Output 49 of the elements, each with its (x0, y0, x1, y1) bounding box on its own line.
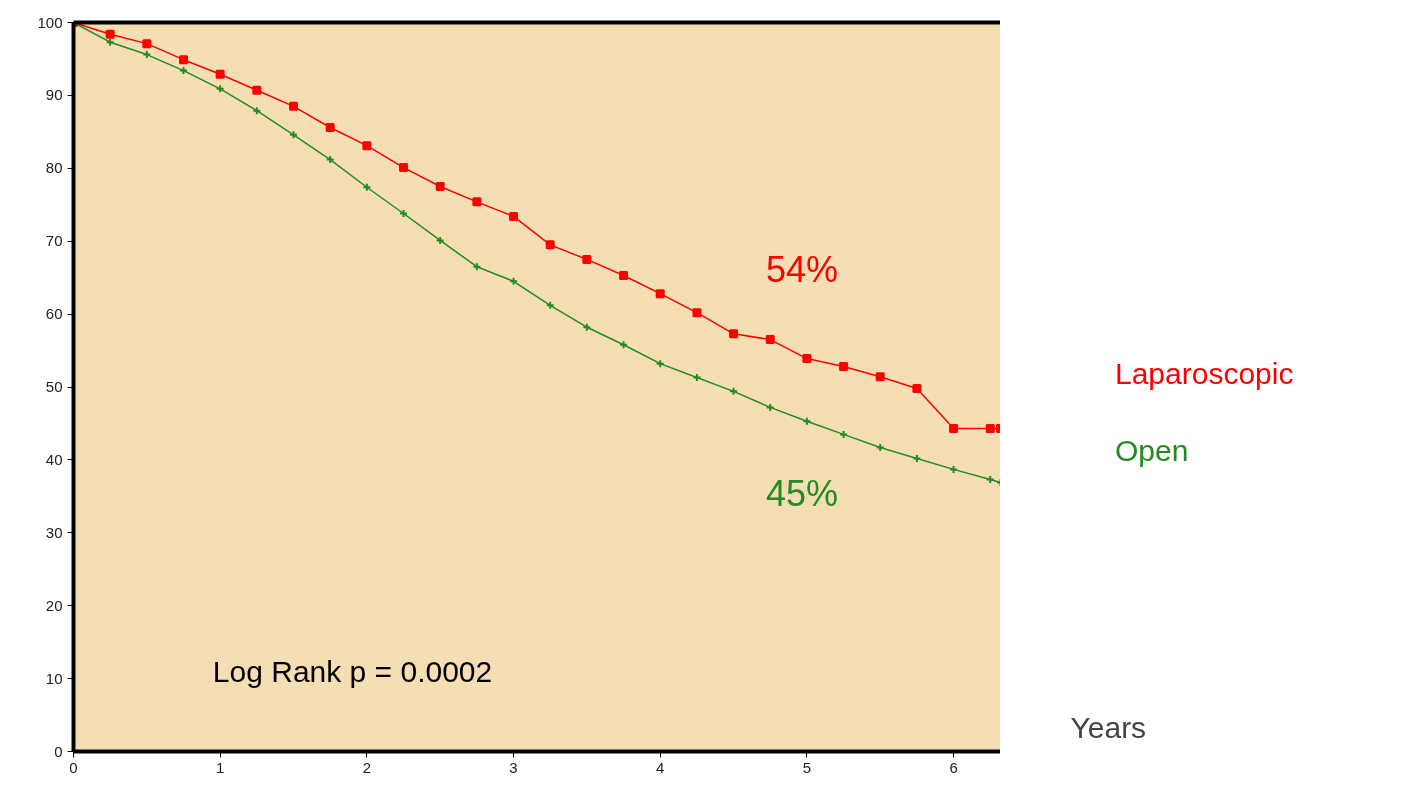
point (765, 335, 775, 345)
point (545, 240, 555, 250)
y-tick-label: 60 (45, 305, 63, 323)
point (215, 69, 225, 79)
point (105, 29, 115, 39)
x-axis-title: Years (1070, 711, 1147, 745)
x-tick-label: 5 (802, 758, 812, 776)
point (399, 163, 409, 173)
y-tick-label: 90 (45, 86, 63, 104)
y-tick-label: 70 (45, 232, 63, 250)
annotation: 45% (765, 472, 838, 514)
x-tick-label: 4 (656, 758, 665, 776)
point (655, 289, 665, 299)
y-tick-label: 50 (45, 378, 63, 395)
y-tick-label: 40 (45, 450, 63, 468)
x-tick-label: 0 (69, 758, 78, 776)
point (289, 101, 299, 111)
point (875, 372, 885, 382)
y-tick-label: 0 (54, 742, 63, 760)
y-tick-label: 30 (45, 523, 63, 541)
text: Laparoscopic (1115, 356, 1294, 392)
point (692, 308, 702, 318)
point (435, 182, 445, 192)
x-tick-label: 1 (216, 758, 225, 776)
point (325, 122, 335, 132)
point (912, 383, 922, 393)
point (985, 424, 995, 434)
point (949, 424, 959, 434)
y-tick-label: 80 (45, 159, 63, 177)
annotation: 54% (765, 249, 838, 291)
point (252, 85, 262, 95)
x-tick-label: 2 (362, 758, 372, 776)
point (729, 329, 739, 339)
point (472, 197, 482, 207)
point (362, 141, 372, 151)
point (619, 270, 629, 280)
point (802, 354, 812, 364)
point (839, 362, 849, 372)
point (582, 254, 592, 264)
y-tick-label: 10 (45, 669, 63, 687)
point (142, 39, 152, 49)
point (509, 211, 519, 221)
y-tick-label: 100 (37, 13, 63, 31)
text: Open (1115, 433, 1189, 469)
point (179, 55, 189, 65)
x-tick-label: 3 (509, 758, 518, 776)
x-tick-label: 6 (949, 758, 958, 776)
annotation: Log Rank p = 0.0002 (212, 654, 493, 688)
y-tick-label: 20 (45, 596, 63, 614)
